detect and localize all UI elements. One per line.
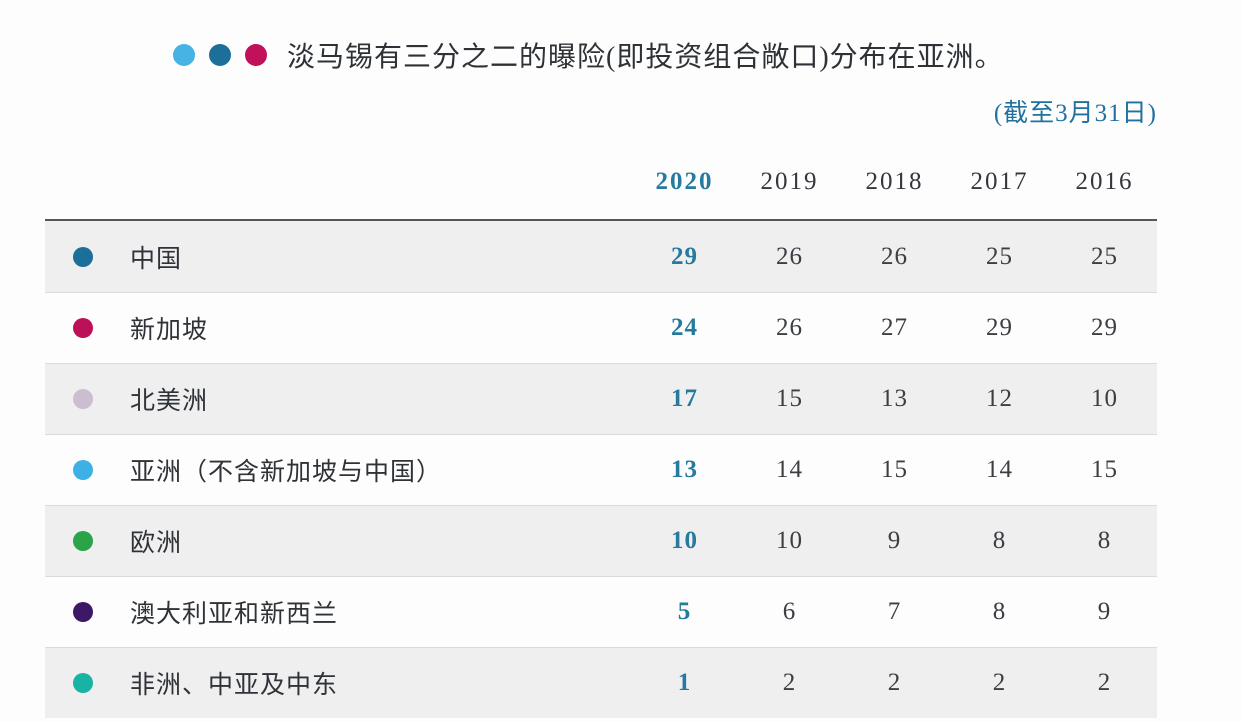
region-cell: 非洲、中亚及中东	[45, 665, 632, 701]
region-cell: 中国	[45, 239, 632, 275]
legend-dot-darkblue-icon	[209, 44, 231, 66]
year-header-2020: 2020	[655, 168, 714, 195]
legend-dot-magenta-icon	[245, 44, 267, 66]
exposure-value-2019: 26	[776, 314, 803, 341]
page: 淡马锡有三分之二的曝险(即投资组合敞口)分布在亚洲。 (截至3月31日) 202…	[0, 38, 1242, 722]
exposure-value-2018: 13	[881, 385, 908, 412]
exposure-value-2016: 2	[1097, 669, 1112, 696]
table-row-africa-ca-me: 非洲、中亚及中东 1 2 2 2 2	[45, 647, 1157, 718]
legend-dot-lightblue-icon	[173, 44, 195, 66]
region-label: 欧洲	[130, 530, 183, 557]
region-label: 非洲、中亚及中东	[130, 672, 339, 699]
table-row-europe: 欧洲 10 10 9 8 8	[45, 505, 1157, 576]
region-dot-icon	[73, 460, 93, 480]
exposure-value-2017: 8	[992, 598, 1007, 625]
table-row-australia-nz: 澳大利亚和新西兰 5 6 7 8 9	[45, 576, 1157, 647]
exposure-value-2020: 17	[671, 385, 698, 412]
exposure-value-2019: 2	[782, 669, 797, 696]
table-row-north-america: 北美洲 17 15 13 12 10	[45, 363, 1157, 434]
region-cell: 北美洲	[45, 381, 632, 417]
exposure-value-2017: 12	[986, 385, 1013, 412]
table-row-asia-ex: 亚洲（不含新加坡与中国） 13 14 15 14 15	[45, 434, 1157, 505]
year-header-2017: 2017	[970, 168, 1029, 195]
exposure-value-2020: 5	[677, 598, 692, 625]
region-dot-icon	[73, 318, 93, 338]
exposure-value-2019: 6	[782, 598, 797, 625]
exposure-value-2016: 10	[1091, 385, 1118, 412]
region-dot-icon	[73, 531, 93, 551]
region-dot-icon	[73, 673, 93, 693]
exposure-value-2018: 26	[881, 242, 908, 270]
year-header-2018: 2018	[865, 168, 924, 195]
region-label: 澳大利亚和新西兰	[130, 601, 339, 628]
region-label: 亚洲（不含新加坡与中国）	[130, 459, 443, 486]
exposure-value-2016: 29	[1091, 314, 1118, 341]
exposure-value-2016: 9	[1097, 598, 1112, 625]
exposure-value-2019: 14	[776, 456, 803, 483]
exposure-value-2018: 7	[887, 598, 902, 625]
region-dot-icon	[73, 602, 93, 622]
exposure-value-2016: 15	[1091, 456, 1118, 483]
year-header-2016: 2016	[1075, 168, 1134, 195]
region-dot-icon	[73, 246, 93, 267]
exposure-value-2020: 1	[677, 669, 692, 696]
exposure-value-2018: 2	[887, 669, 902, 696]
figure-title: 淡马锡有三分之二的曝险(即投资组合敞口)分布在亚洲。	[173, 38, 1157, 73]
exposure-value-2019: 26	[776, 242, 803, 270]
table-row-china: 中国 29 26 26 25 25	[45, 221, 1157, 292]
table-row-singapore: 新加坡 24 26 27 29 29	[45, 292, 1157, 363]
region-cell: 欧洲	[45, 523, 632, 559]
exposure-value-2017: 29	[986, 314, 1013, 341]
exposure-table: 2020 2019 2018 2017 2016 中国 29 26 26 25 …	[45, 145, 1157, 718]
as-of-date-note: (截至3月31日)	[993, 100, 1157, 127]
region-label: 北美洲	[130, 388, 209, 415]
exposure-value-2016: 25	[1091, 242, 1118, 270]
exposure-value-2018: 15	[881, 456, 908, 483]
exposure-value-2020: 24	[671, 314, 698, 341]
exposure-value-2017: 8	[992, 527, 1007, 554]
region-dot-icon	[73, 389, 93, 409]
exposure-value-2020: 13	[671, 456, 698, 483]
exposure-value-2016: 8	[1097, 527, 1112, 554]
figure-title-text: 淡马锡有三分之二的曝险(即投资组合敞口)分布在亚洲。	[287, 42, 1004, 73]
exposure-value-2019: 10	[776, 527, 803, 554]
region-cell: 澳大利亚和新西兰	[45, 594, 632, 630]
region-cell: 新加坡	[45, 310, 632, 346]
region-cell: 亚洲（不含新加坡与中国）	[45, 452, 632, 488]
exposure-value-2020: 29	[671, 242, 698, 270]
region-label: 中国	[130, 245, 183, 273]
year-header-2019: 2019	[760, 168, 819, 195]
exposure-value-2018: 27	[881, 314, 908, 341]
exposure-value-2017: 2	[992, 669, 1007, 696]
exposure-value-2019: 15	[776, 385, 803, 412]
exposure-value-2017: 14	[986, 456, 1013, 483]
table-header-row: 2020 2019 2018 2017 2016	[45, 145, 1157, 221]
region-label: 新加坡	[130, 317, 209, 344]
exposure-value-2017: 25	[986, 242, 1013, 270]
exposure-value-2018: 9	[887, 527, 902, 554]
exposure-value-2020: 10	[671, 527, 698, 554]
